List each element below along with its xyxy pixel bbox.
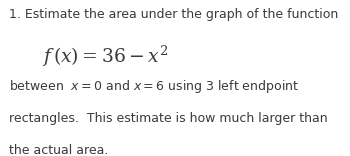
Text: the actual area.: the actual area.	[9, 144, 108, 156]
Text: between  $x=0$ and $x=6$ using 3 left endpoint: between $x=0$ and $x=6$ using 3 left end…	[9, 78, 299, 95]
Text: 1. Estimate the area under the graph of the function: 1. Estimate the area under the graph of …	[9, 8, 338, 21]
Text: rectangles.  This estimate is how much larger than: rectangles. This estimate is how much la…	[9, 112, 327, 125]
Text: $\mathit{f}\,(\mathit{x})=36-\mathit{x}^{2}$: $\mathit{f}\,(\mathit{x})=36-\mathit{x}^…	[42, 44, 168, 69]
